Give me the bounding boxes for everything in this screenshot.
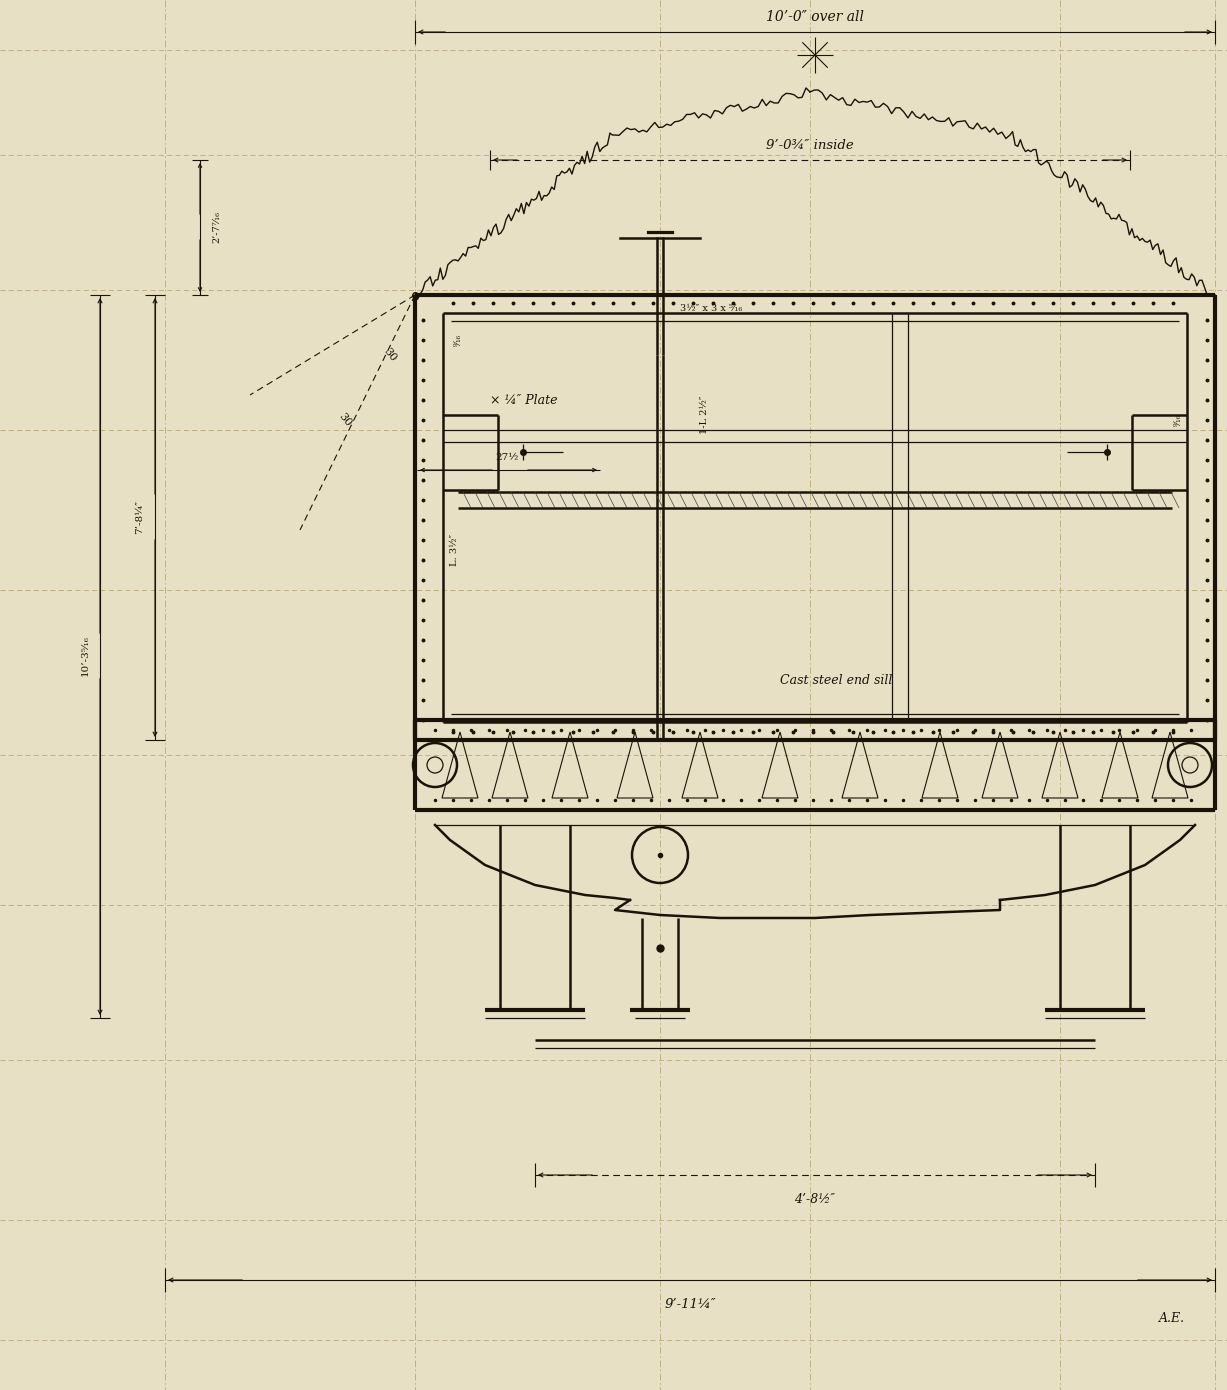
Text: 10’-3⁵⁄₁₆: 10’-3⁵⁄₁₆ bbox=[81, 635, 90, 677]
Text: 9’-11¼″: 9’-11¼″ bbox=[664, 1298, 715, 1311]
Text: ⁹⁄₁₆: ⁹⁄₁₆ bbox=[454, 334, 463, 346]
Text: 9’-0¾″ inside: 9’-0¾″ inside bbox=[766, 139, 854, 152]
Text: 2’-7⁷⁄₁₆: 2’-7⁷⁄₁₆ bbox=[212, 211, 221, 243]
Text: Cast steel end sill: Cast steel end sill bbox=[780, 674, 892, 687]
Text: 30: 30 bbox=[336, 411, 353, 428]
Text: 27½: 27½ bbox=[496, 453, 519, 461]
Text: 10’-0″ over all: 10’-0″ over all bbox=[766, 10, 864, 24]
Text: A.E.: A.E. bbox=[1158, 1312, 1185, 1325]
Text: 1-L 2½″: 1-L 2½″ bbox=[699, 396, 709, 434]
Text: L. 3½″: L. 3½″ bbox=[450, 534, 459, 566]
Text: 3½″ x 3 x ⁵⁄₁₆: 3½″ x 3 x ⁵⁄₁₆ bbox=[680, 303, 742, 313]
Text: ⁹⁄₁₆: ⁹⁄₁₆ bbox=[1173, 414, 1183, 427]
Text: × ¼″ Plate: × ¼″ Plate bbox=[490, 393, 557, 406]
Text: 4’-8½″: 4’-8½″ bbox=[795, 1193, 836, 1207]
Text: 30: 30 bbox=[382, 346, 399, 364]
Text: 7’-8¼″: 7’-8¼″ bbox=[135, 500, 145, 534]
